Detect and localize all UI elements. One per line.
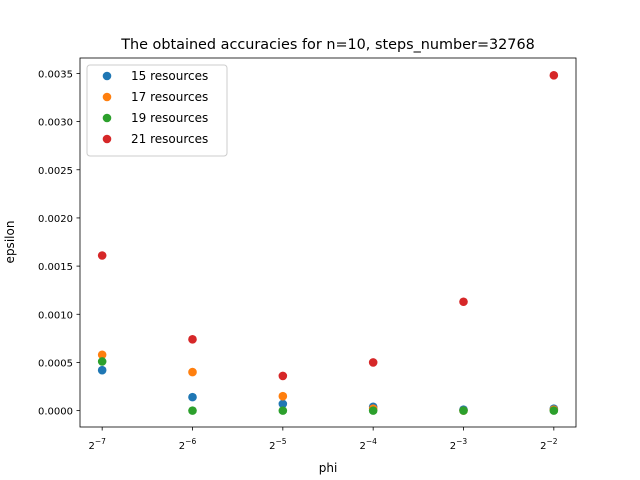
chart-title: The obtained accuracies for n=10, steps_… bbox=[120, 37, 535, 53]
data-point-series-4 bbox=[188, 335, 197, 344]
legend-label: 21 resources bbox=[131, 132, 208, 146]
y-axis: 0.0000 0.0005 0.0010 0.0015 0.0020 0.0025 0.00… bbox=[38, 69, 80, 418]
data-point-series-4 bbox=[97, 251, 107, 260]
data-point-series-4 bbox=[459, 297, 468, 307]
y-tick-label: 0.0030 bbox=[38, 118, 73, 129]
data-point-series-4 bbox=[549, 71, 559, 80]
data-point-series-3 bbox=[549, 406, 559, 415]
legend-label: 19 resources bbox=[131, 111, 208, 125]
legend-marker bbox=[102, 71, 112, 81]
data-points bbox=[97, 71, 559, 415]
y-tick-label: 0.0020 bbox=[38, 214, 73, 225]
data-point-series-1 bbox=[97, 365, 107, 375]
x-axis-label: phi bbox=[319, 461, 338, 475]
y-axis-label: epsilon bbox=[3, 221, 17, 264]
data-point-series-3 bbox=[188, 406, 197, 415]
data-point-series-4 bbox=[368, 358, 378, 367]
legend-marker bbox=[102, 113, 112, 123]
legend-marker bbox=[102, 134, 112, 144]
data-point-series-1 bbox=[278, 399, 288, 409]
legend-label: 15 resources bbox=[131, 69, 208, 83]
data-point-series-3 bbox=[97, 357, 107, 366]
data-point-series-3 bbox=[368, 406, 378, 415]
data-point-series-3 bbox=[278, 406, 288, 415]
data-point-series-2 bbox=[97, 350, 107, 360]
y-tick-label: 0.0010 bbox=[38, 310, 73, 321]
x-tick-label: 2−6 bbox=[179, 437, 197, 452]
x-axis: 2−7 2−6 2−5 2−4 2−3 2−2 bbox=[88, 427, 558, 452]
data-point-series-3 bbox=[459, 406, 468, 415]
legend-box bbox=[86, 64, 228, 157]
x-tick-label: 2−3 bbox=[450, 437, 468, 452]
y-tick-label: 0.0000 bbox=[38, 407, 73, 418]
plot-frame bbox=[79, 57, 577, 428]
x-tick-label: 2−5 bbox=[269, 437, 287, 452]
x-tick-label: 2−4 bbox=[359, 437, 377, 452]
data-point-series-2 bbox=[188, 367, 197, 377]
data-point-series-2 bbox=[278, 391, 288, 401]
legend-marker bbox=[102, 92, 112, 102]
data-point-series-4 bbox=[278, 371, 288, 381]
legend: 15 resources 17 resources 19 resources 21 r… bbox=[86, 64, 228, 157]
y-tick-label: 0.0015 bbox=[38, 262, 73, 273]
y-tick-label: 0.0005 bbox=[38, 358, 73, 369]
y-tick-label: 0.0035 bbox=[38, 69, 73, 80]
data-point-series-1 bbox=[188, 392, 197, 402]
legend-label: 17 resources bbox=[131, 90, 208, 104]
x-tick-label: 2−2 bbox=[540, 437, 558, 452]
x-tick-label: 2−7 bbox=[88, 437, 106, 452]
y-tick-label: 0.0025 bbox=[38, 166, 73, 177]
